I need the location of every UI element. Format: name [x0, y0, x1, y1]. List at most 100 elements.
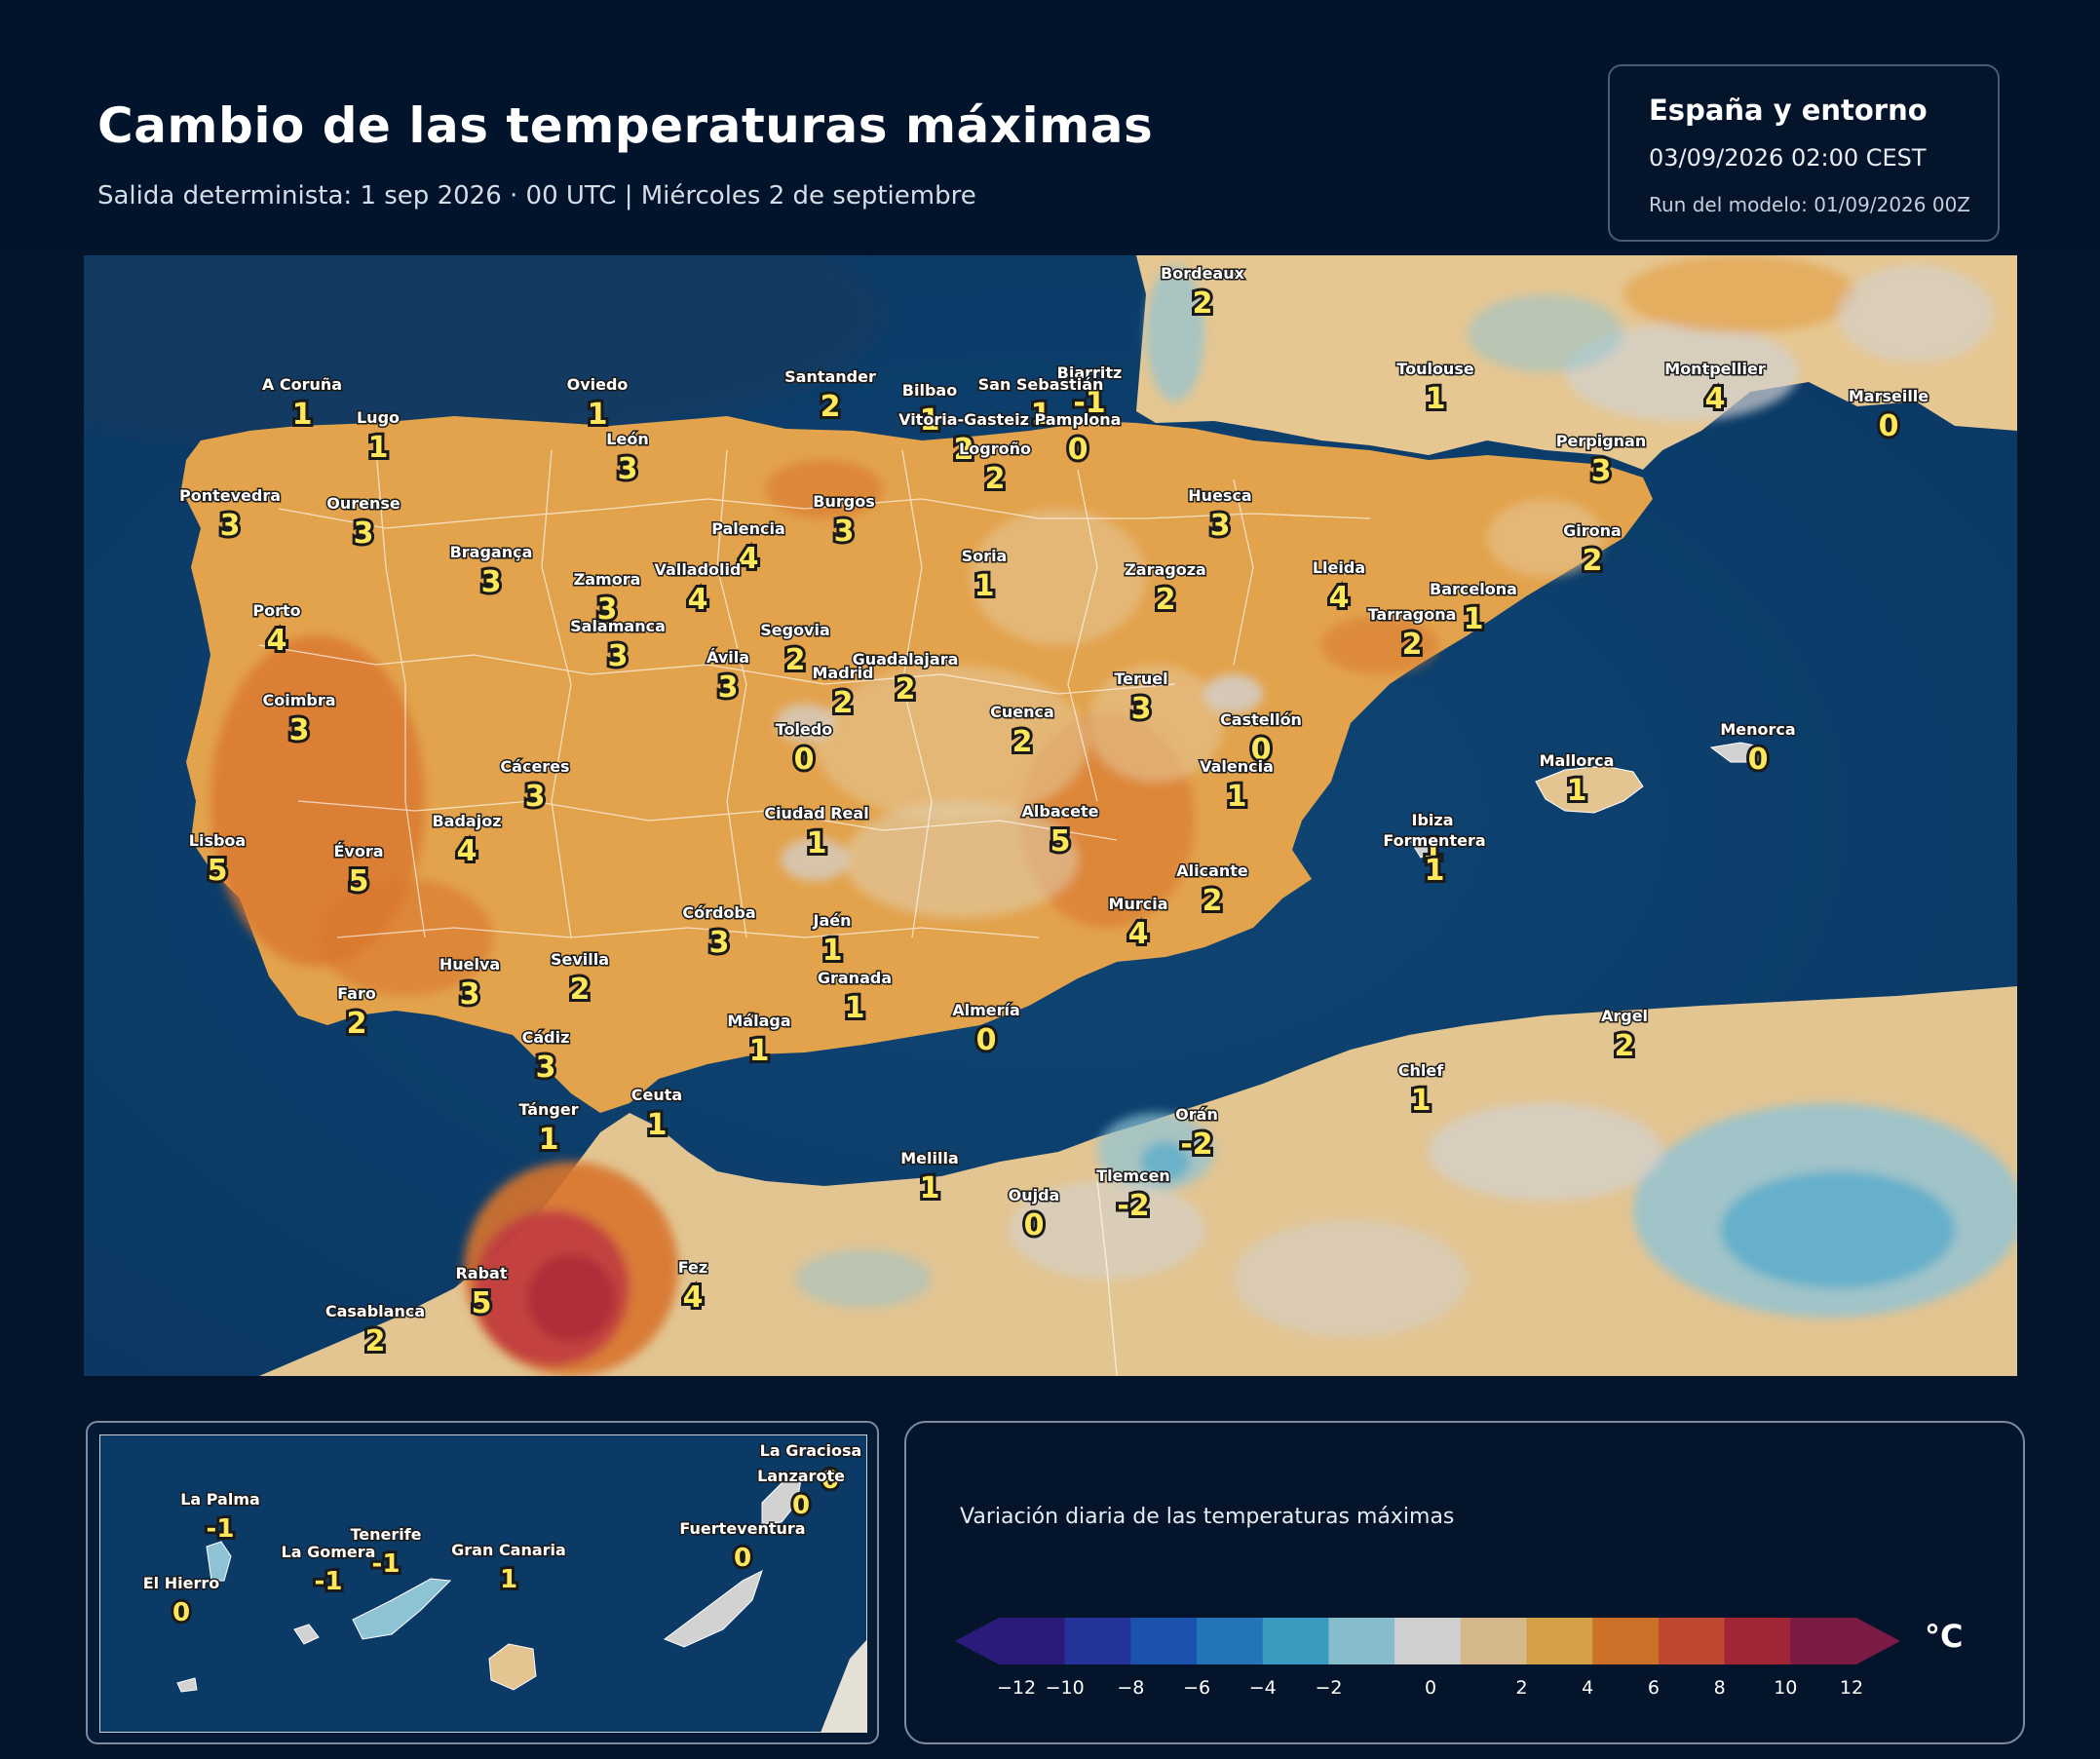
city-name: Argel: [1601, 1007, 1648, 1025]
city-value: 4: [683, 1281, 704, 1315]
city-name: Tarragona: [1368, 605, 1457, 624]
city-marker: Porto 4: [251, 600, 302, 662]
city-value: 1: [1567, 774, 1587, 808]
city-name: Huelva: [439, 955, 500, 974]
city-value: 1: [1464, 602, 1484, 636]
island-fuerteventura: [663, 1570, 763, 1648]
city-name: Teruel: [1114, 669, 1167, 688]
city-name: Chlef: [1398, 1061, 1444, 1080]
city-name: Castellón: [1220, 710, 1302, 729]
island-marker: La Graciosa 0: [758, 1440, 863, 1499]
map-canvas[interactable]: Bordeaux 2 A Coruña 1 Oviedo 1 Santander 2 Biarr…: [84, 255, 2017, 1376]
city-value: 3: [354, 516, 374, 551]
city-value: 1: [1411, 1084, 1432, 1118]
colorbar-tick-label: 0: [1425, 1677, 1436, 1699]
main-map[interactable]: Bordeaux 2 A Coruña 1 Oviedo 1 Santander 2 Biarr…: [84, 255, 2017, 1376]
info-model-run: Run del modelo: 01/09/2026 00Z: [1649, 193, 1971, 216]
city-marker: Huelva 3: [438, 954, 501, 1015]
city-value: 2: [985, 462, 1006, 496]
city-marker: Montpellier 4: [1663, 359, 1768, 420]
city-marker: Tarragona 2: [1366, 604, 1458, 666]
colorbar-tick-label: 8: [1714, 1677, 1726, 1699]
city-marker: Granada 1: [816, 968, 893, 1029]
info-region: España y entorno: [1649, 94, 1928, 127]
legend-title: Variación diaria de las temperaturas máx…: [960, 1505, 1455, 1529]
city-marker: Albacete 5: [1020, 801, 1100, 862]
city-marker: Segovia 2: [759, 620, 832, 681]
island-name: Fuerteventura: [679, 1519, 805, 1538]
island-marker: Tenerife -1: [349, 1524, 423, 1583]
city-value: 1: [749, 1034, 770, 1068]
city-value: 2: [954, 433, 974, 467]
city-name: Murcia: [1109, 895, 1168, 913]
city-value: 2: [1615, 1029, 1635, 1063]
colorbar-segment: [1197, 1618, 1264, 1664]
city-name: Marseille: [1849, 387, 1928, 405]
island-la-palma: [206, 1541, 232, 1582]
colorbar-segment: [1790, 1618, 1857, 1664]
city-marker: Castellón 0: [1219, 709, 1304, 771]
city-name: Vitoria-Gasteiz: [898, 410, 1029, 429]
city-name: San Sebastián: [978, 375, 1104, 394]
city-value: 1: [807, 826, 827, 860]
city-value: 4: [739, 542, 759, 576]
city-value: 4: [457, 834, 477, 868]
colorbar-segment: [1064, 1618, 1131, 1664]
island-marker: Gran Canaria 1: [450, 1540, 568, 1598]
city-marker: Casablanca 2: [324, 1301, 426, 1362]
city-marker: Badajoz 4: [431, 811, 503, 872]
city-name: Huesca: [1188, 486, 1251, 505]
colorbar-tick-label: 10: [1774, 1677, 1797, 1699]
city-name: Bordeaux: [1161, 264, 1245, 283]
city-name: Orán: [1175, 1105, 1218, 1124]
colorbar-segment: [1526, 1618, 1593, 1664]
city-value: 1: [647, 1108, 668, 1142]
city-marker: Évora 5: [332, 841, 385, 902]
city-value: 0: [1251, 733, 1272, 767]
city-name: Lleida: [1313, 558, 1365, 577]
city-marker: Tánger 1: [517, 1099, 580, 1161]
city-name: Valladolid: [655, 560, 742, 579]
city-value: 3: [718, 670, 739, 705]
city-marker: Lleida 4: [1311, 557, 1366, 619]
city-name: Granada: [818, 969, 892, 987]
city-value: 3: [289, 713, 310, 747]
city-name: Faro: [337, 984, 376, 1003]
island-marker: El Hierro 0: [141, 1573, 220, 1631]
city-name: Menorca: [1720, 720, 1795, 739]
city-value: 3: [608, 639, 629, 673]
city-name: Pontevedra: [179, 486, 281, 505]
colorbar-tick-label: −12: [997, 1677, 1036, 1699]
city-value: 1: [974, 569, 995, 603]
colorbar-tick-label: −6: [1183, 1677, 1210, 1699]
city-name: Formentera: [1383, 831, 1485, 850]
city-value: 0: [1024, 1208, 1045, 1243]
city-value: 3: [1210, 509, 1231, 543]
city-marker: Alicante 2: [1175, 860, 1250, 922]
island-el-hierro: [176, 1677, 198, 1693]
city-name: A Coruña: [262, 375, 342, 394]
city-value: 1: [1031, 398, 1051, 432]
city-name: Pamplona: [1035, 410, 1122, 429]
city-marker: Menorca 0: [1719, 719, 1797, 781]
city-marker: Oviedo 1: [565, 374, 630, 436]
canary-islands-inset[interactable]: La Graciosa 0 Lanzarote 0 La Palma -1 Fuerteve…: [86, 1421, 879, 1744]
city-name: Segovia: [760, 621, 830, 639]
city-name: Córdoba: [682, 903, 755, 922]
colorbar-segment: [1262, 1618, 1329, 1664]
city-name: Tlemcen: [1096, 1166, 1170, 1185]
city-name: Cáceres: [500, 757, 569, 776]
city-value: 1: [1423, 833, 1443, 867]
city-value: 2: [1203, 884, 1223, 918]
city-value: 2: [347, 1007, 367, 1041]
city-value: 3: [834, 515, 855, 549]
africa-coast: [821, 1639, 867, 1733]
city-name: Palencia: [711, 519, 785, 538]
city-marker: San Sebastián 1: [976, 374, 1105, 436]
city-value: 0: [1748, 743, 1769, 777]
city-labels: Bordeaux 2 A Coruña 1 Oviedo 1 Santander 2 Biarr…: [177, 263, 1929, 1362]
page-subtitle: Salida determinista: 1 sep 2026 · 00 UTC…: [97, 181, 976, 210]
